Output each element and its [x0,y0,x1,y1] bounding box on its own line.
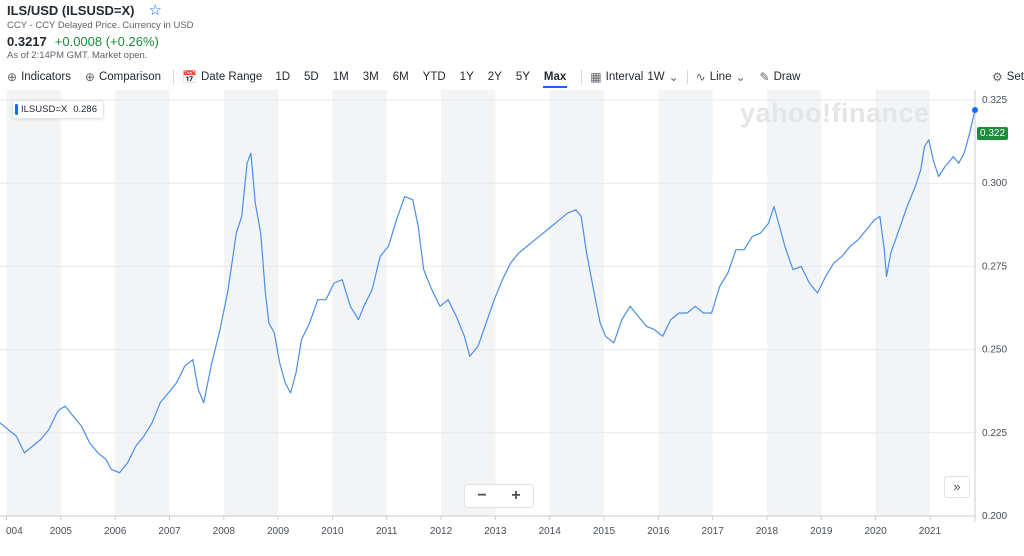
range-button-max[interactable]: Max [542,71,568,88]
range-button-1d[interactable]: 1D [275,71,291,83]
range-button-ytd[interactable]: YTD [422,71,446,83]
settings-label: Set [1006,71,1024,83]
last-price-point [972,106,978,113]
x-tick-label: 2008 [213,526,236,537]
comparison-label: Comparison [98,71,161,83]
x-tick-label: 2011 [376,526,398,537]
settings-button[interactable]: ⚙ Set [992,70,1024,84]
interval-label: Interval [605,71,644,83]
zoom-out-button[interactable]: − [477,487,487,504]
x-tick-label: 2016 [647,526,670,537]
x-tick-label: 2021 [919,526,942,537]
price-line [0,109,976,474]
interval-value: 1W [647,71,665,83]
divider [172,70,174,84]
range-button-5d[interactable]: 5D [304,71,319,83]
last-price-label: 0.322 [977,127,1009,140]
divider [686,70,688,84]
range-button-2y[interactable]: 2Y [487,71,502,83]
star-icon[interactable]: ☆ [148,2,162,19]
indicators-button[interactable]: ⊕ Indicators [7,70,71,84]
market-status: As of 2:14PM GMT. Market open. [7,50,148,61]
year-band [223,90,279,516]
current-price: 0.3217 [7,34,47,49]
x-tick-label: 2005 [50,526,73,537]
pencil-icon: ✎ [759,70,770,84]
x-tick-label: 2013 [484,526,507,537]
x-tick-label: 2015 [593,526,616,537]
yahoo-finance-watermark: yahoo!finance [740,98,930,128]
x-tick-label: 2014 [539,526,562,537]
year-band [115,90,170,516]
x-tick-label: 2006 [104,526,127,537]
draw-label: Draw [773,71,801,83]
x-tick-label: 004 [6,526,23,537]
date-range-label: Date Range [200,71,263,83]
x-tick-label: 2010 [321,526,344,537]
x-tick-label: 2020 [864,526,887,537]
year-band [332,90,387,516]
interval-button[interactable]: ▦ Interval 1W ⌄ [590,70,678,84]
range-button-5y[interactable]: 5Y [515,71,530,83]
x-tick-label: 2012 [430,526,453,537]
series-legend[interactable]: ILSUSD=X 0.286 [12,100,104,119]
year-band [875,90,930,516]
range-button-3m[interactable]: 3M [362,71,379,83]
scroll-to-latest-button[interactable]: » [944,476,970,498]
year-band [6,90,61,516]
price-change: +0.0008 (+0.26%) [54,34,159,49]
range-button-1y[interactable]: 1Y [459,71,474,83]
y-tick-label: 0.300 [982,178,1007,189]
chart-type-label: Line [709,71,732,83]
plus-circle-icon: ⊕ [84,70,95,84]
y-tick-label: 0.250 [982,345,1007,356]
y-tick-label: 0.325 [982,95,1007,106]
x-tick-label: 2018 [756,526,779,537]
quote-subtitle: CCY - CCY Delayed Price. Currency in USD [7,20,194,31]
chevron-down-icon: ⌄ [668,70,679,84]
x-tick-label: 2007 [158,526,181,537]
legend-value: 0.286 [73,104,97,115]
quote-header: ILS/USD (ILSUSD=X) ☆ CCY - CCY Delayed P… [7,3,194,61]
range-button-6m[interactable]: 6M [392,71,409,83]
divider [581,70,583,84]
year-band [549,90,605,516]
year-band [658,90,713,516]
year-band [766,90,822,516]
zoom-in-button[interactable]: + [511,487,521,504]
line-chart-icon: ∿ [695,70,706,84]
indicators-label: Indicators [21,71,71,83]
x-tick-label: 2019 [810,526,833,537]
comparison-button[interactable]: ⊕ Comparison [85,70,161,84]
page-title: ILS/USD (ILSUSD=X) [7,3,135,18]
y-tick-label: 0.225 [982,428,1007,439]
date-range-button[interactable]: 📅 Date Range [182,70,262,84]
plus-circle-icon: ⊕ [7,70,18,84]
chart-toolbar: ⊕ Indicators ⊕ Comparison 📅 Date Range 1… [0,66,1024,88]
candle-icon: ▦ [590,70,602,84]
x-tick-label: 2017 [702,526,725,537]
x-tick-label: 2009 [267,526,290,537]
zoom-controls: − + [464,484,534,508]
chevron-down-icon: ⌄ [735,70,746,84]
y-tick-label: 0.200 [982,511,1007,522]
draw-button[interactable]: ✎ Draw [760,70,801,84]
gear-icon: ⚙ [991,70,1003,84]
y-tick-label: 0.275 [982,261,1007,272]
range-button-1m[interactable]: 1M [332,71,349,83]
calendar-icon: 📅 [181,70,197,84]
legend-symbol: ILSUSD=X [21,104,68,115]
chart-type-button[interactable]: ∿ Line ⌄ [696,70,746,84]
price-chart[interactable]: 0.200 0.225 0.250 0.275 0.300 0.325 004 2005 200… [0,90,1024,556]
range-selector: 1D 5D 1M 3M 6M YTD 1Y 2Y 5Y Max [268,71,573,88]
